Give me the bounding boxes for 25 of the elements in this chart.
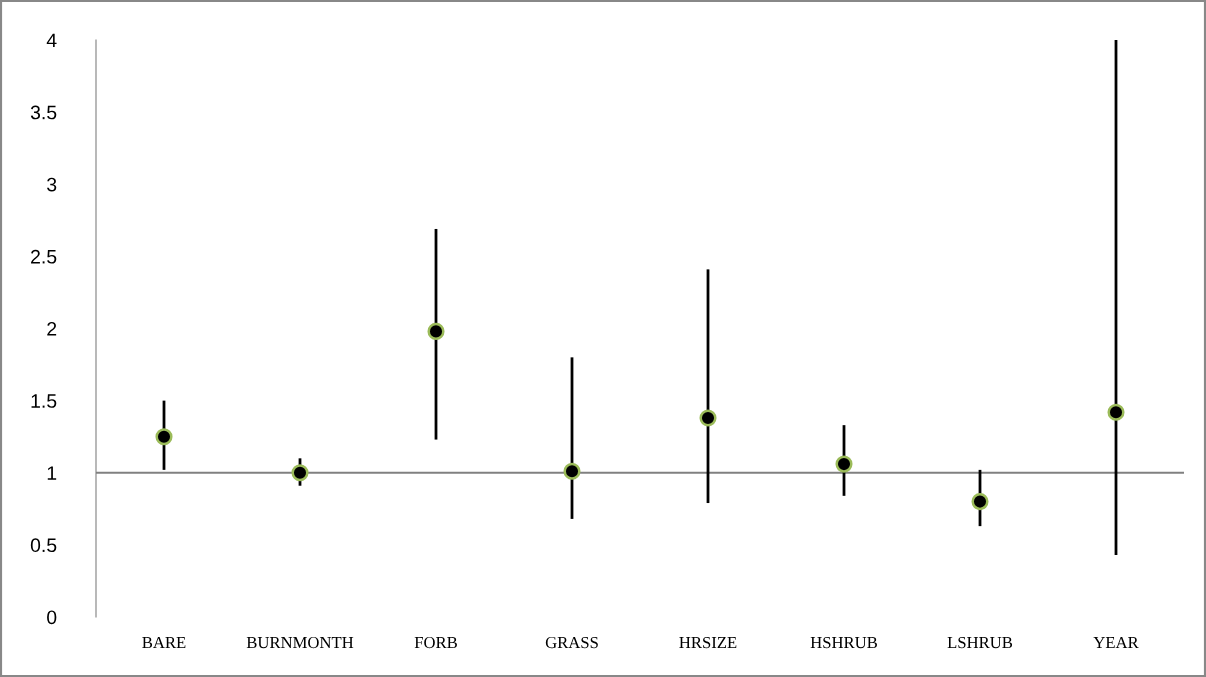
point bbox=[699, 409, 717, 427]
y-tick-label: 0.5 bbox=[30, 538, 57, 553]
x-tick-label: GRASS bbox=[545, 636, 598, 649]
x-tick-label: FORB bbox=[414, 636, 457, 649]
point bbox=[1107, 403, 1125, 421]
y-tick-label: 1.5 bbox=[31, 394, 57, 408]
y-tick-label: 2.5 bbox=[31, 249, 57, 264]
point bbox=[971, 493, 989, 511]
point bbox=[563, 462, 581, 480]
x-tick-label: HSHRUB bbox=[810, 636, 877, 649]
y-tick-label: 2 bbox=[47, 321, 57, 336]
x-tick-label: LSHRUB bbox=[947, 636, 1013, 649]
point bbox=[427, 322, 445, 340]
y-tick-label: 3 bbox=[47, 177, 57, 192]
y-tick-label: 1 bbox=[47, 466, 57, 480]
x-tick-label: BARE bbox=[142, 637, 186, 649]
y-tick-label: 4 bbox=[46, 33, 57, 48]
y-tick-label: 0 bbox=[47, 610, 57, 625]
point bbox=[155, 428, 173, 446]
point bbox=[835, 455, 853, 473]
x-tick-label: HRSIZE bbox=[679, 636, 737, 649]
y-tick-label: 3.5 bbox=[30, 105, 57, 120]
x-tick-label: YEAR bbox=[1093, 637, 1139, 649]
x-tick-label: BURNMONTH bbox=[246, 636, 354, 649]
point bbox=[291, 464, 309, 482]
